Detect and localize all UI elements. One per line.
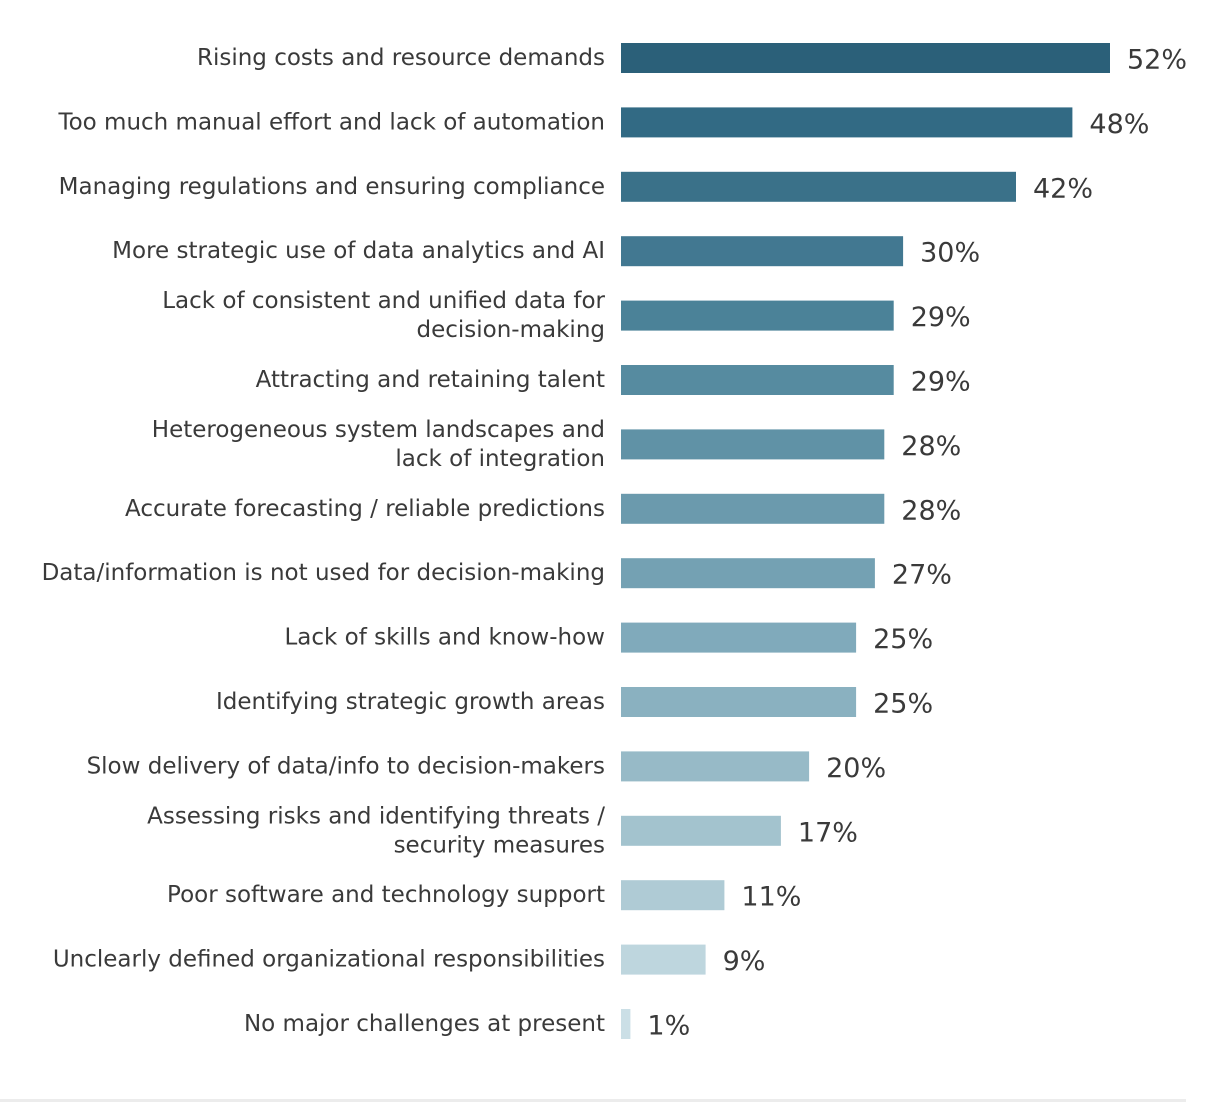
bar <box>621 558 875 589</box>
bar <box>621 236 904 267</box>
value-label: 29% <box>911 367 971 398</box>
value-label: 1% <box>647 1011 690 1042</box>
category-label: No major challenges at present <box>244 1011 605 1037</box>
bar-row: Unclearly defined organizational respons… <box>53 944 766 977</box>
bar <box>621 107 1073 138</box>
category-label-line: No major challenges at present <box>244 1011 605 1037</box>
value-label: 42% <box>1033 173 1093 204</box>
bar <box>621 300 894 331</box>
bar <box>621 43 1110 73</box>
category-label: Identifying strategic growth areas <box>216 689 605 715</box>
bar-row: Data/information is not used for decisio… <box>42 558 952 591</box>
value-label: 20% <box>826 753 886 784</box>
value-label: 28% <box>901 431 961 462</box>
value-label: 30% <box>920 238 980 269</box>
value-label: 17% <box>798 817 858 848</box>
category-label-line: Slow delivery of data/info to decision-m… <box>87 753 605 779</box>
bottom-rule <box>0 1099 1186 1102</box>
category-label-line: Assessing risks and identifying threats … <box>147 803 605 829</box>
bar-row: Accurate forecasting / reliable predicti… <box>125 493 961 526</box>
bar <box>621 365 894 395</box>
value-label: 52% <box>1127 45 1187 76</box>
bar-row: Identifying strategic growth areas 25% <box>216 687 933 720</box>
bar-row: Poor software and technology support 11% <box>167 880 801 913</box>
value-label: 29% <box>911 302 971 333</box>
category-label-line: Accurate forecasting / reliable predicti… <box>125 496 605 522</box>
category-label: Slow delivery of data/info to decision-m… <box>87 753 605 779</box>
category-label-line: lack of integration <box>395 446 605 472</box>
category-label: Attracting and retaining talent <box>256 367 605 393</box>
bar-row: No major challenges at present 1% <box>244 1009 690 1042</box>
category-label: Rising costs and resource demands <box>197 45 605 71</box>
value-label: 28% <box>901 495 961 526</box>
bar-row: Lack of consistent and unified data for d… <box>162 288 971 343</box>
category-label-line: Poor software and technology support <box>167 882 605 908</box>
category-label-line: Too much manual effort and lack of autom… <box>57 109 605 135</box>
category-label: More strategic use of data analytics and… <box>112 238 605 264</box>
bar-row: Too much manual effort and lack of autom… <box>57 107 1149 140</box>
bar-row: Assessing risks and identifying threats … <box>147 803 858 858</box>
category-label-line: Identifying strategic growth areas <box>216 689 605 715</box>
bar-row: Heterogeneous system landscapes and lack … <box>152 417 962 472</box>
value-label: 9% <box>723 946 766 977</box>
category-label: Poor software and technology support <box>167 882 605 908</box>
value-label: 25% <box>873 689 933 720</box>
value-label: 25% <box>873 624 933 655</box>
bar <box>621 429 885 460</box>
category-label-line: decision-making <box>417 317 606 343</box>
bar-row: Managing regulations and ensuring compli… <box>59 171 1093 204</box>
category-label-line: Lack of consistent and unified data for <box>162 288 605 314</box>
category-label: Lack of consistent and unified data for d… <box>162 288 605 343</box>
value-label: 11% <box>741 882 801 913</box>
bar-row: Slow delivery of data/info to decision-m… <box>87 751 886 784</box>
category-label-line: Lack of skills and know-how <box>284 625 605 651</box>
category-label: Managing regulations and ensuring compli… <box>59 174 605 200</box>
bar <box>621 1009 631 1039</box>
value-label: 48% <box>1089 109 1149 140</box>
bar-row: Lack of skills and know-how 25% <box>284 622 933 655</box>
category-label-line: Rising costs and resource demands <box>197 45 605 71</box>
category-label: Assessing risks and identifying threats … <box>147 803 605 858</box>
bar <box>621 944 706 975</box>
category-label-line: More strategic use of data analytics and… <box>112 238 605 264</box>
category-label-line: Data/information is not used for decisio… <box>42 560 605 586</box>
bar-row: More strategic use of data analytics and… <box>112 236 980 269</box>
category-label: Too much manual effort and lack of autom… <box>57 109 605 135</box>
category-label: Data/information is not used for decisio… <box>42 560 605 586</box>
category-label-line: Managing regulations and ensuring compli… <box>59 174 605 200</box>
bar-row: Rising costs and resource demands 52% <box>197 43 1187 76</box>
category-label-line: security measures <box>394 832 605 858</box>
bar <box>621 687 857 717</box>
category-label-line: Heterogeneous system landscapes and <box>152 417 605 443</box>
value-label: 27% <box>892 560 952 591</box>
category-label: Heterogeneous system landscapes and lack … <box>152 417 605 472</box>
bar <box>621 493 885 524</box>
category-label-line: Unclearly defined organizational respons… <box>53 947 605 973</box>
bar <box>621 815 781 846</box>
category-label: Accurate forecasting / reliable predicti… <box>125 496 605 522</box>
category-label: Unclearly defined organizational respons… <box>53 947 605 973</box>
bar <box>621 751 810 782</box>
category-label-line: Attracting and retaining talent <box>256 367 605 393</box>
bar-row: Attracting and retaining talent 29% <box>256 365 971 398</box>
bar <box>621 622 857 653</box>
category-label: Lack of skills and know-how <box>284 625 605 651</box>
bar <box>621 171 1016 202</box>
bar <box>621 880 725 911</box>
